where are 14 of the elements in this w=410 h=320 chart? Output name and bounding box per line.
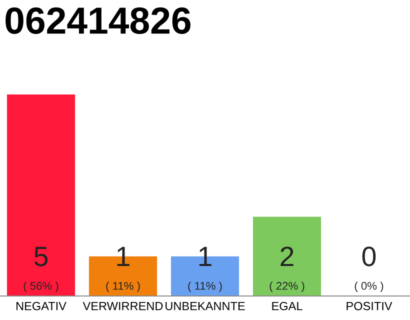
data-label: ( 22% ): [270, 282, 304, 292]
data-label: ( 11% ): [188, 282, 222, 292]
data-label: ( 0% ): [354, 282, 384, 292]
annotation: 0: [362, 246, 376, 266]
x-tick-label: NEGATIV: [16, 302, 66, 310]
data-label: ( 56% ): [24, 282, 58, 292]
x-tick-label: POSITIV: [346, 302, 392, 310]
x-tick-label: UNBEKANNTE: [166, 302, 245, 310]
annotation: 2: [280, 246, 294, 266]
annotation: 5: [34, 246, 48, 266]
x-tick-label: VERWIRREND: [82, 302, 163, 310]
chart-title: 062414826: [6, 7, 190, 34]
x-tick-label: EGAL: [272, 302, 302, 310]
data-label: ( 11% ): [106, 282, 140, 292]
